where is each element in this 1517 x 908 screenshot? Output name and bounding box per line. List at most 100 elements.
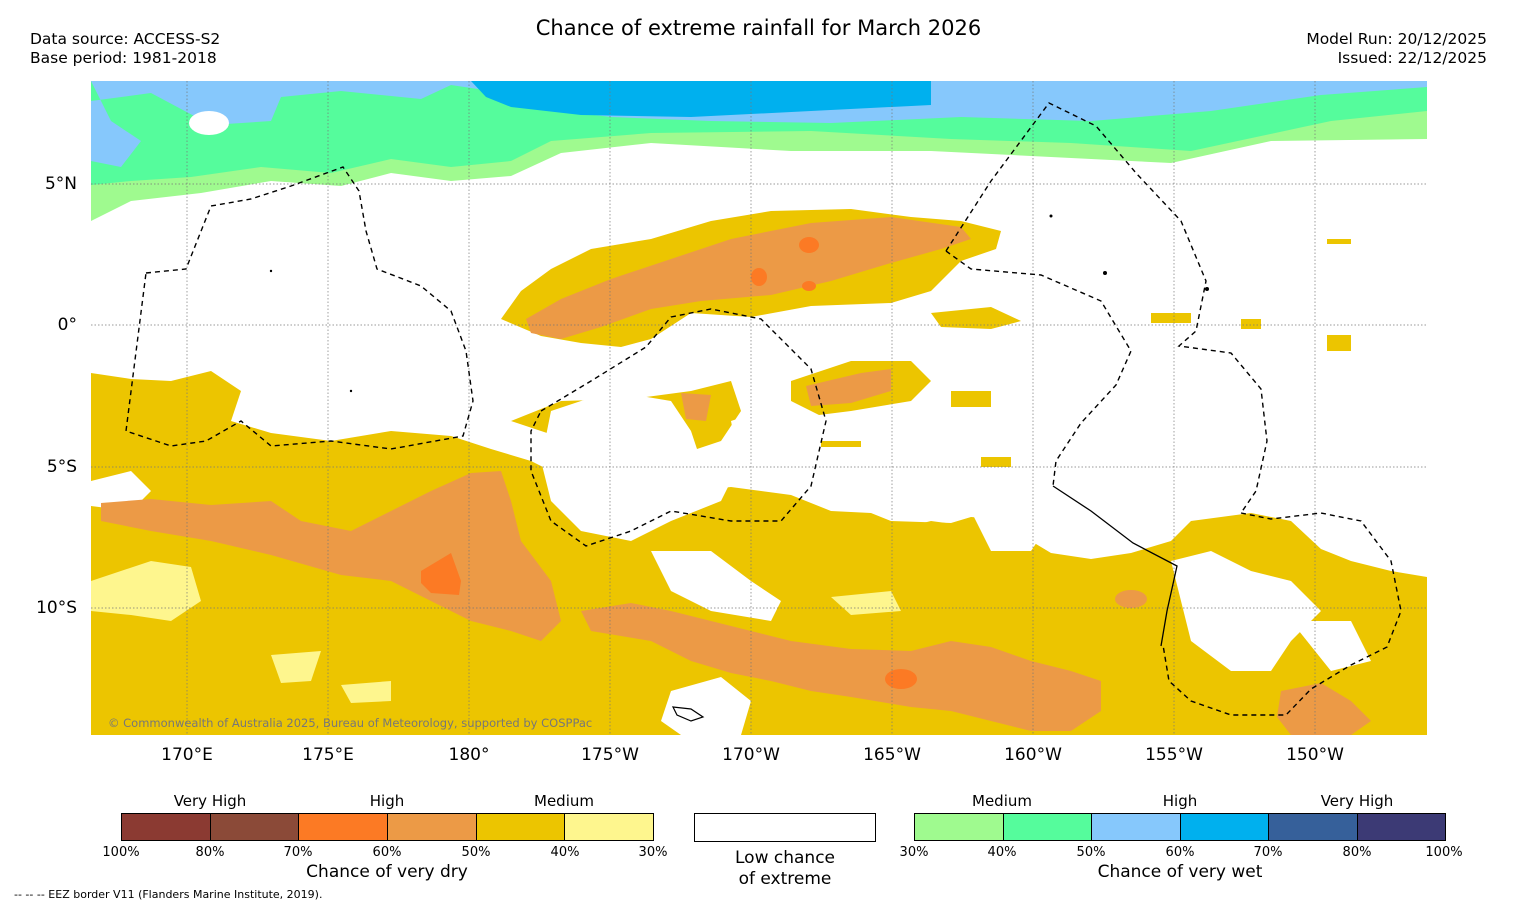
wet-tick-5: 70% [1253, 845, 1283, 860]
no-signal-area-7 [1291, 621, 1371, 671]
dry-high-patch-mid [806, 369, 891, 406]
island-dot-5 [349, 389, 353, 393]
wet-swatch-5 [1268, 814, 1357, 840]
dry-patch-east-4 [1327, 239, 1351, 244]
rainfall-map [91, 81, 1427, 735]
dry-strong-southwest [421, 553, 461, 595]
model-run-text: Model Run: 20/12/2025 [1306, 30, 1487, 48]
dry-tick-5: 50% [461, 845, 491, 860]
dry-medium-light-south-4 [831, 591, 901, 615]
dry-legend-label: Chance of very dry [306, 862, 468, 882]
lon-label-170w: 170°W [722, 745, 780, 765]
dry-patch-mid-1 [821, 441, 861, 447]
wet-tick-3: 50% [1076, 845, 1106, 860]
dry-high-spot-left [681, 393, 711, 421]
copyright-notice: © Commonwealth of Australia 2025, Bureau… [108, 716, 593, 730]
lon-label-165w: 165°W [863, 745, 921, 765]
lon-label-155w: 155°W [1145, 745, 1203, 765]
dry-medium-south-extension [891, 521, 1011, 593]
no-signal-area-3 [651, 551, 781, 621]
dry-swatch-2 [209, 814, 299, 840]
wet-swatch-1 [915, 814, 1003, 840]
dry-medium-patch-east [931, 307, 1021, 329]
lat-label-5n: 5°N [44, 174, 77, 194]
dry-tick-7: 30% [638, 845, 668, 860]
no-signal-area-4 [971, 501, 1051, 551]
wet-swatch-6 [1356, 814, 1445, 840]
lat-label-0: 0° [57, 315, 77, 335]
island-samoa [671, 706, 705, 722]
dry-high-band-north [526, 217, 971, 339]
lon-label-175w: 175°W [581, 745, 639, 765]
island-dot-2 [1049, 214, 1053, 218]
low-chance-line2: of extreme [738, 869, 832, 889]
dry-patch-east-5 [981, 457, 1011, 467]
lon-label-180: 180° [448, 745, 490, 765]
lon-label-170e: 170°E [161, 745, 213, 765]
dry-medium-light-south-2 [271, 651, 321, 683]
wet-high-strong-region [471, 81, 931, 117]
dry-patch-east-1 [1327, 335, 1351, 351]
no-signal-area-8 [661, 677, 751, 735]
dry-strong-spot-2 [751, 268, 767, 286]
wet-legend-label: Chance of very wet [1097, 862, 1263, 882]
island-dot-1 [269, 269, 273, 273]
dry-patch-east-2 [1151, 313, 1191, 323]
lat-label-10s: 10°S [36, 598, 77, 618]
dry-swatch-3 [298, 814, 388, 840]
no-signal-area-6 [1171, 551, 1321, 671]
dry-category-high: High [369, 792, 405, 810]
dry-patch-east-3 [1241, 319, 1261, 329]
grid-lines [91, 81, 1427, 735]
lon-label-160w: 160°W [1004, 745, 1062, 765]
dry-high-spot-east [1115, 590, 1147, 608]
dry-swatch-5 [475, 814, 565, 840]
wet-category-medium: Medium [972, 792, 1032, 810]
low-chance-label: Low chance of extreme [685, 848, 885, 890]
wet-tick-4: 60% [1165, 845, 1195, 860]
lat-label-5s: 5°S [46, 457, 77, 477]
meta-left: Data source: ACCESS-S2 Base period: 1981… [30, 30, 220, 68]
dry-patch-east-6 [951, 391, 991, 407]
dry-category-medium: Medium [534, 792, 594, 810]
dry-swatch-1 [122, 814, 210, 840]
dry-strong-south-spot [885, 669, 917, 689]
wet-high-region [91, 81, 1427, 167]
maritime-boundary [1052, 485, 1178, 647]
dry-swatch-4 [387, 814, 476, 840]
data-source-text: Data source: ACCESS-S2 [30, 30, 221, 48]
dry-tick-3: 70% [283, 845, 313, 860]
wet-category-very-high: Very High [1320, 792, 1394, 810]
dry-tick-4: 60% [372, 845, 402, 860]
base-period-text: Base period: 1981-2018 [30, 49, 217, 67]
wet-swatch-4 [1179, 814, 1268, 840]
wet-colorbar [914, 813, 1446, 841]
dry-category-very-high: Very High [173, 792, 247, 810]
wet-category-high: High [1162, 792, 1198, 810]
dry-high-south-central [581, 603, 1101, 731]
wet-swatch-2 [1002, 814, 1091, 840]
wet-tick-2: 40% [987, 845, 1017, 860]
eez-borders [125, 102, 1402, 716]
island-dot-4 [1205, 287, 1209, 291]
low-chance-line1: Low chance [735, 848, 835, 868]
chart-title: Chance of extreme rainfall for March 202… [535, 16, 982, 40]
dry-medium-light-south-1 [91, 561, 201, 621]
wet-swatch-3 [1091, 814, 1180, 840]
wet-tick-1: 30% [899, 845, 929, 860]
no-signal-area-1 [541, 391, 731, 541]
dry-swatch-6 [564, 814, 654, 840]
dry-colorbar [121, 813, 654, 841]
lon-label-150w: 150°W [1286, 745, 1344, 765]
wet-tick-6: 80% [1342, 845, 1372, 860]
low-chance-swatch [694, 813, 876, 842]
wet-tick-7: 100% [1425, 845, 1463, 860]
lon-label-175e: 175°E [302, 745, 354, 765]
dry-high-southeast [1277, 683, 1371, 735]
dry-tick-2: 80% [195, 845, 225, 860]
dry-strong-spot-1 [799, 237, 819, 253]
dry-medium-light-south-3 [341, 681, 391, 703]
island-dot-3 [1103, 271, 1107, 275]
dry-tick-1: 100% [102, 845, 140, 860]
meta-right: Model Run: 20/12/2025 Issued: 22/12/2025 [1306, 30, 1487, 68]
